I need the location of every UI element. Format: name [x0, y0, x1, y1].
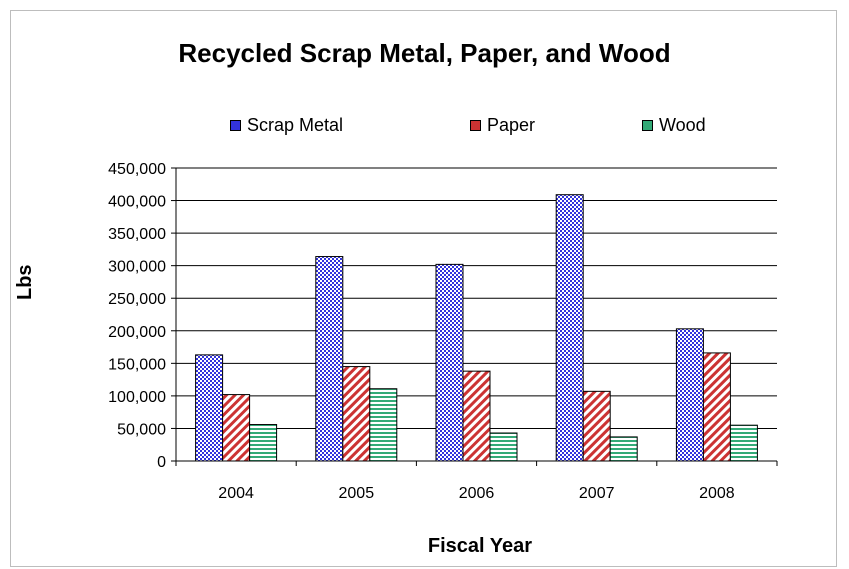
y-tick-label: 0 — [157, 454, 166, 471]
bar-paper — [342, 366, 371, 462]
bar-paper — [582, 390, 611, 462]
legend-label-wood: Wood — [659, 115, 706, 135]
legend-label-scrap-metal: Scrap Metal — [247, 115, 344, 135]
y-tick-label: 150,000 — [108, 356, 166, 373]
chart-frame — [10, 10, 837, 567]
x-tick-label: 2006 — [459, 485, 495, 502]
bar-scrap-metal — [555, 194, 584, 462]
legend-swatch-paper — [470, 120, 481, 131]
x-axis-label: Fiscal Year — [427, 535, 533, 557]
bar-scrap-metal — [195, 354, 224, 462]
bar-paper — [702, 352, 731, 462]
y-tick-label: 450,000 — [108, 161, 166, 178]
bar-scrap-metal — [675, 328, 704, 462]
bar-wood — [369, 388, 398, 462]
bar-scrap-metal — [315, 256, 344, 462]
legend-item-wood: Wood — [642, 115, 706, 136]
legend-label-paper: Paper — [487, 115, 536, 135]
legend-swatch-scrap-metal — [230, 120, 241, 131]
bar-paper — [222, 394, 251, 462]
legend-swatch-wood — [642, 120, 653, 131]
y-tick-label: 100,000 — [108, 389, 166, 406]
bar-wood — [489, 432, 518, 462]
y-tick-label: 250,000 — [108, 291, 166, 308]
y-tick-label: 200,000 — [108, 324, 166, 341]
bar-wood — [609, 436, 638, 462]
bar-scrap-metal — [435, 263, 464, 462]
legend-item-scrap-metal: Scrap Metal — [230, 115, 343, 136]
bar-wood — [729, 424, 758, 462]
x-tick-label: 2007 — [579, 485, 615, 502]
chart-title: Recycled Scrap Metal, Paper, and Wood — [178, 38, 671, 68]
bar-paper — [462, 370, 491, 462]
y-tick-label: 350,000 — [108, 226, 166, 243]
y-tick-label: 50,000 — [117, 421, 166, 438]
x-tick-label: 2008 — [699, 485, 735, 502]
y-tick-label: 300,000 — [108, 259, 166, 276]
x-tick-label: 2005 — [339, 485, 375, 502]
bar-wood — [249, 424, 278, 462]
legend-item-paper: Paper — [470, 115, 535, 136]
x-tick-label: 2004 — [218, 485, 254, 502]
y-tick-label: 400,000 — [108, 194, 166, 211]
